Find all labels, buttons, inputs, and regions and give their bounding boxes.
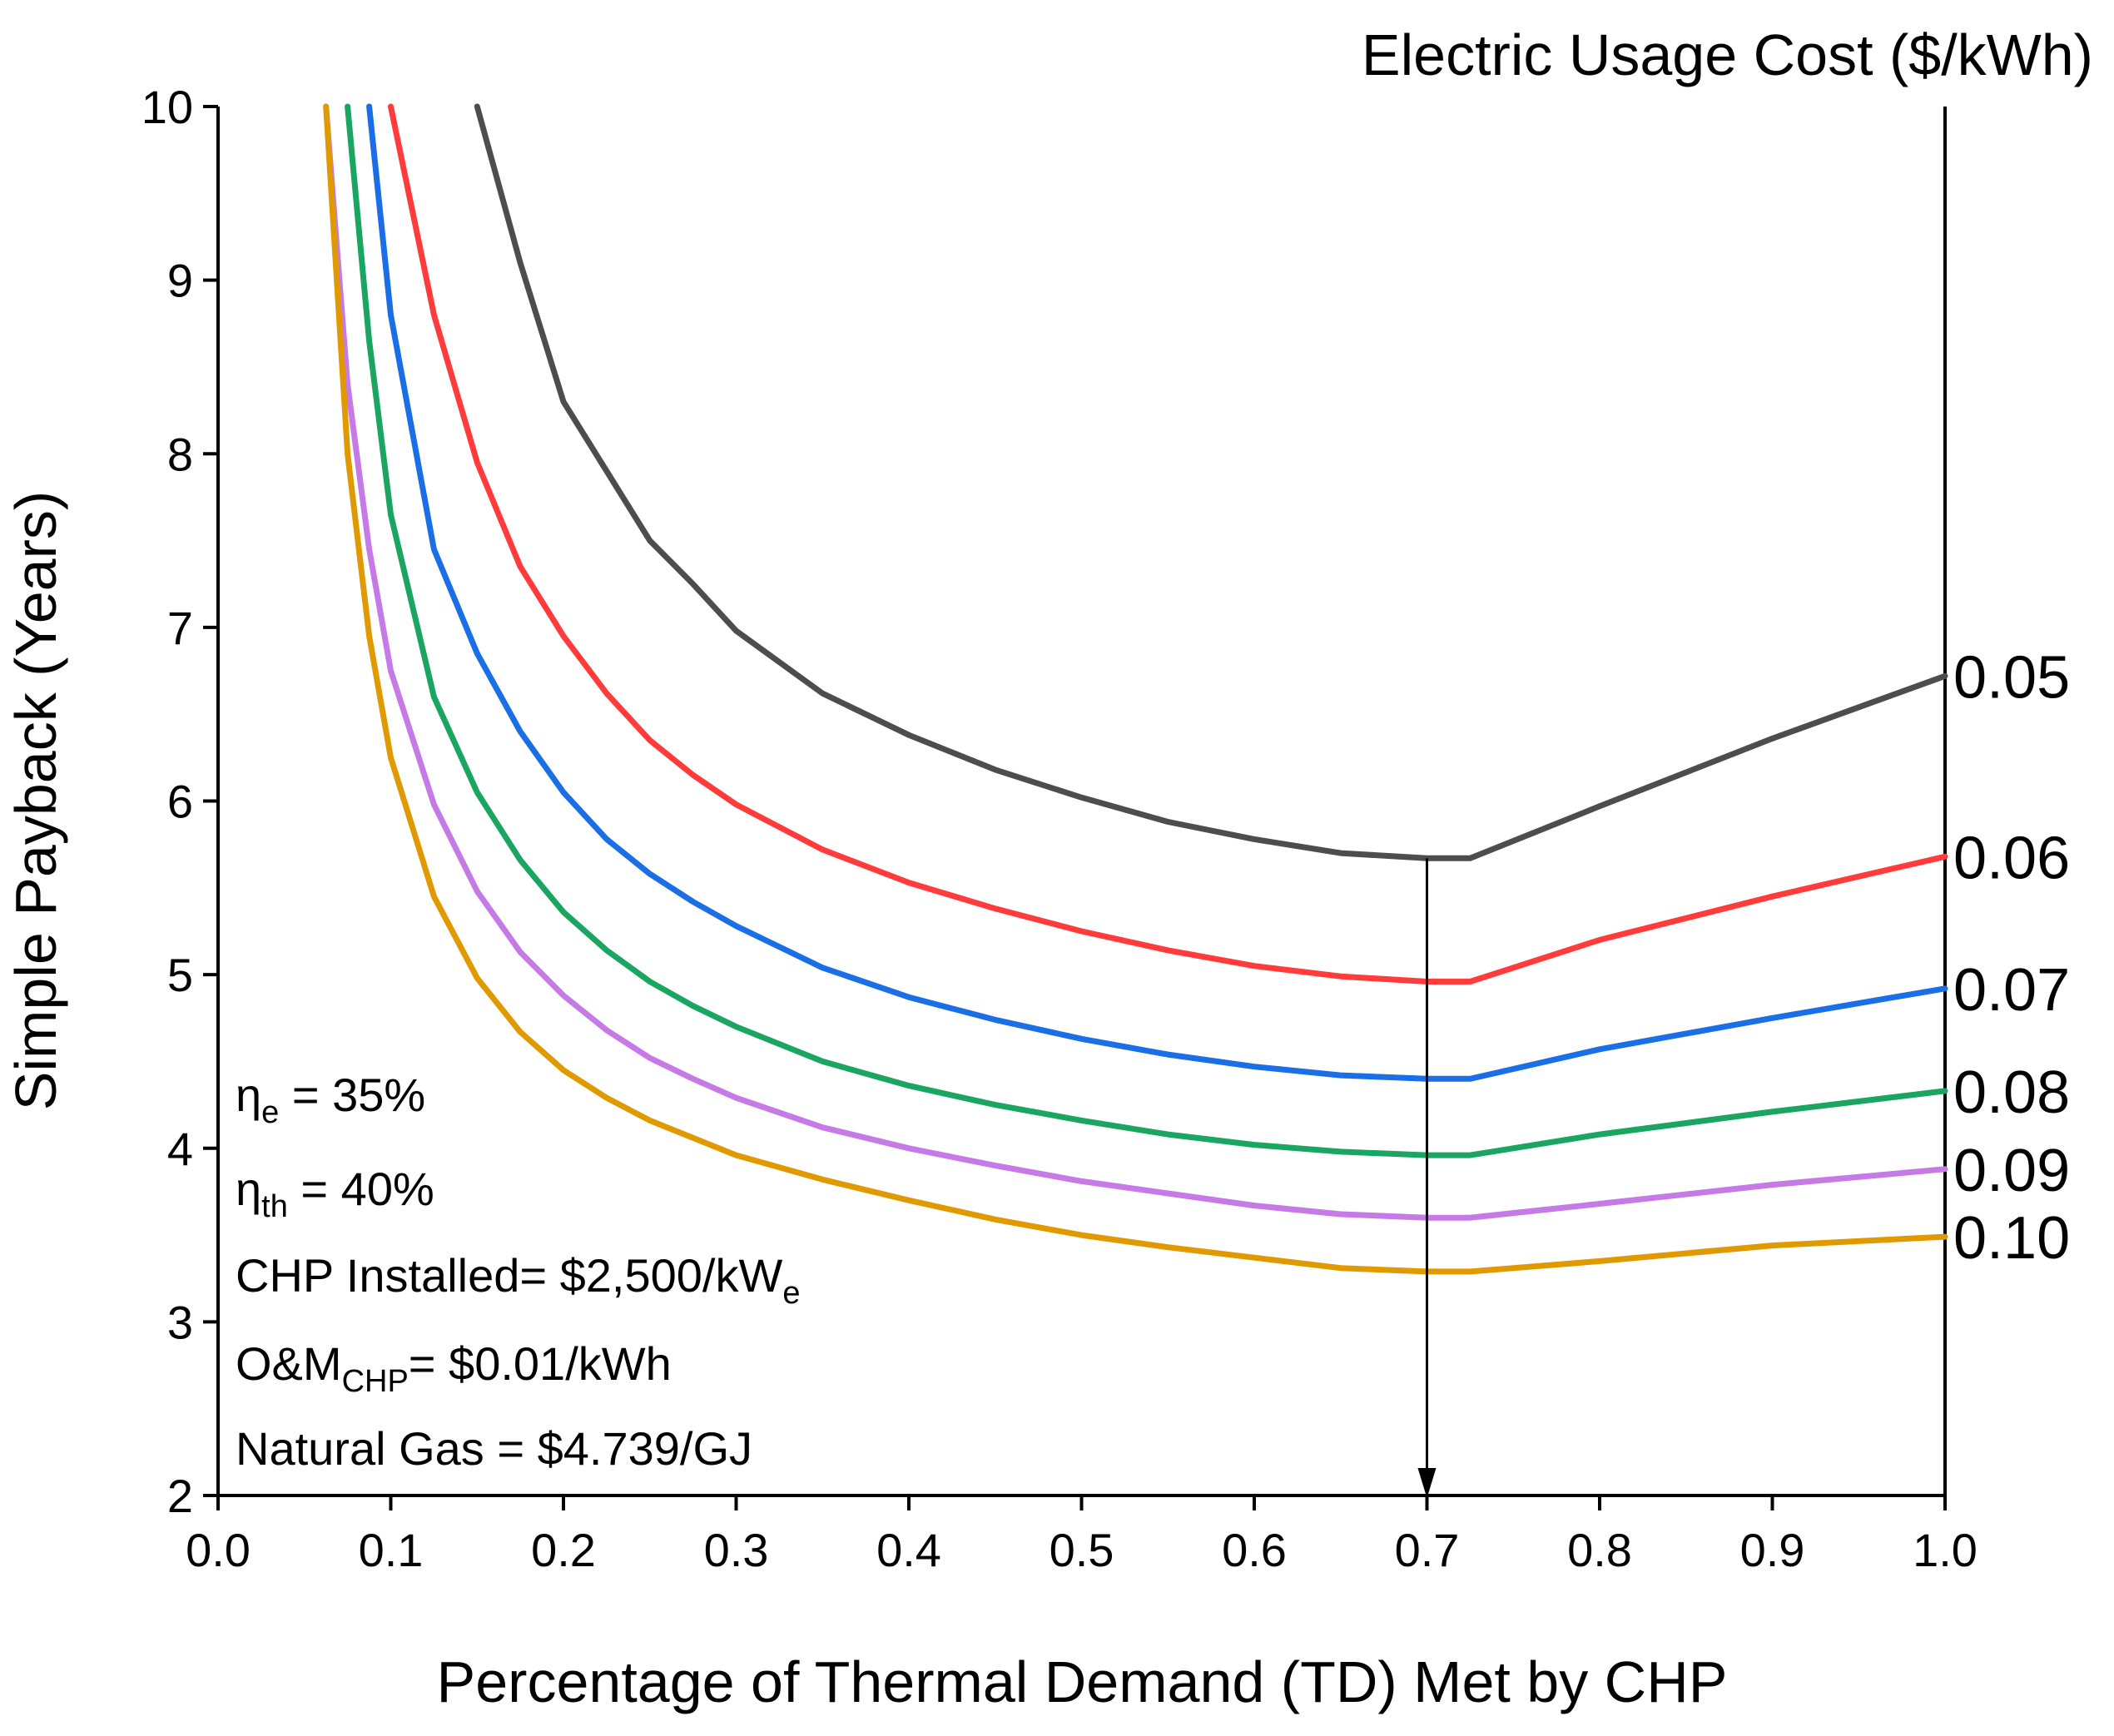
y-tick-label: 4 — [167, 1123, 193, 1175]
x-tick-label: 1.0 — [1913, 1524, 1978, 1576]
x-tick-label: 0.7 — [1395, 1524, 1460, 1576]
parameter-annotations: ηe = 35% ηth = 40% CHP Installed= $2,500… — [236, 1069, 800, 1475]
x-tick-label: 0.6 — [1222, 1524, 1287, 1576]
y-tick-label: 8 — [167, 428, 193, 480]
x-tick-label: 0.3 — [704, 1524, 769, 1576]
annotation-chp-installed: CHP Installed= $2,500/kWe — [236, 1249, 800, 1311]
series-line-0.05 — [474, 103, 1948, 861]
series-line-0.06 — [388, 103, 1948, 985]
x-tick-label: 0.9 — [1740, 1524, 1805, 1576]
optimum-marker-arrowhead — [1417, 1468, 1437, 1498]
y-tick-label: 5 — [167, 949, 193, 1001]
series-line-0.10 — [323, 103, 1948, 1275]
legend-title: Electric Usage Cost ($/kWh) — [1362, 22, 2093, 87]
series-line-0.09 — [323, 103, 1948, 1221]
x-tick-label: 0.2 — [531, 1524, 596, 1576]
x-tick-label: 0.5 — [1050, 1524, 1114, 1576]
y-tick-label: 9 — [167, 255, 193, 307]
y-tick-label: 10 — [141, 81, 193, 133]
series-line-0.08 — [345, 103, 1948, 1158]
annotation-om-chp: O&MCHP= $0.01/kWh — [236, 1337, 672, 1399]
y-ticks: 2 3 4 5 6 7 8 9 10 — [141, 81, 218, 1522]
series-labels: 0.05 0.06 0.07 0.08 0.090.10 — [1953, 644, 2070, 1272]
series-label-0.10: 0.10 — [1953, 1205, 2070, 1272]
series-label-0.07: 0.07 — [1953, 957, 2070, 1024]
series-line-0.07 — [366, 103, 1948, 1082]
y-axis-title: Simple Payback (Years) — [3, 491, 68, 1110]
x-axis-title: Percentage of Thermal Demand (TD) Met by… — [437, 1649, 1728, 1714]
series-label-0.09: 0.09 — [1953, 1138, 2070, 1204]
x-tick-label: 0.1 — [359, 1524, 424, 1576]
series-lines — [323, 103, 1948, 1275]
x-tick-label: 0.4 — [876, 1524, 941, 1576]
series-label-0.06: 0.06 — [1953, 825, 2070, 891]
y-tick-label: 3 — [167, 1296, 193, 1348]
annotation-eta-th: ηth = 40% — [236, 1163, 434, 1224]
x-ticks: 0.0 0.1 0.2 0.3 0.4 0.5 0.6 0.7 0.8 0.9 1.0 — [186, 1495, 1978, 1576]
y-tick-label: 6 — [167, 776, 193, 828]
series-label-0.05: 0.05 — [1953, 644, 2070, 711]
y-tick-label: 7 — [167, 602, 193, 654]
annotation-eta-e: ηe = 35% — [236, 1069, 425, 1130]
x-tick-label: 0.8 — [1567, 1524, 1632, 1576]
annotation-natural-gas: Natural Gas = $4.739/GJ — [236, 1422, 752, 1475]
y-tick-label: 2 — [167, 1470, 193, 1522]
x-tick-label: 0.0 — [186, 1524, 251, 1576]
series-label-0.08: 0.08 — [1953, 1059, 2070, 1126]
